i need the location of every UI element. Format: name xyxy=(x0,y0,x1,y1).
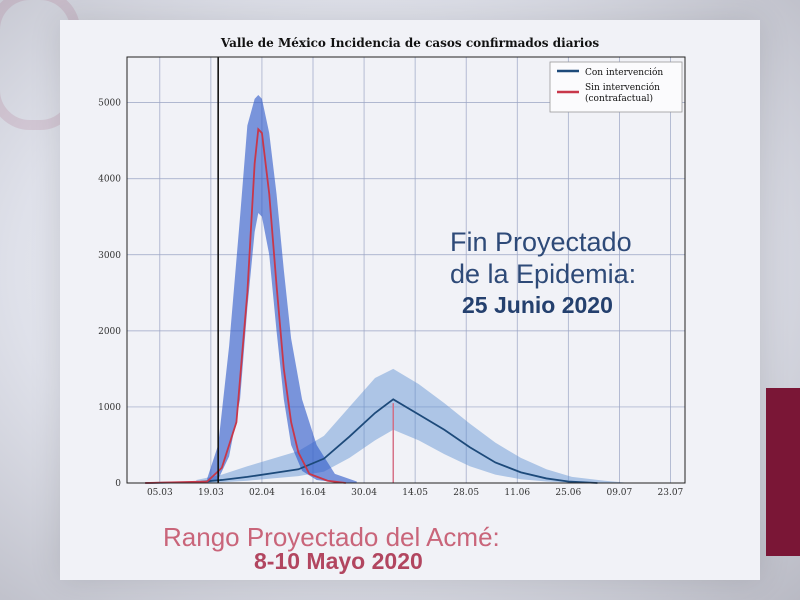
legend: Con intervención Sin intervención (contr… xyxy=(549,61,683,113)
y-tick-label: 3000 xyxy=(98,251,121,261)
x-tick-label: 11.06 xyxy=(504,488,530,498)
plot-frame xyxy=(126,56,686,484)
grid xyxy=(127,57,685,484)
y-tick-label: 4000 xyxy=(98,175,121,185)
y-tick-label: 0 xyxy=(115,479,121,489)
x-tick-label: 23.07 xyxy=(658,488,684,498)
marker-lines xyxy=(217,57,394,483)
chart-title: Valle de México Incidencia de casos conf… xyxy=(220,36,599,50)
legend-label-sin-line2: (contrafactual) xyxy=(585,93,653,104)
band-1 xyxy=(207,95,357,484)
series-lines xyxy=(145,127,598,484)
projector-screen xyxy=(60,20,760,580)
series-line-0 xyxy=(145,398,598,484)
confidence-bands xyxy=(196,95,631,484)
legend-label-sin: Sin intervención (contrafactual) xyxy=(585,82,663,104)
x-tick-label: 28.05 xyxy=(453,488,479,498)
acme-date-text: 8-10 Mayo 2020 xyxy=(254,548,423,574)
fin-date-text: 25 Junio 2020 xyxy=(462,292,613,318)
x-tick-label: 14.05 xyxy=(402,488,428,498)
legend-label-sin-line1: Sin intervención xyxy=(585,82,660,93)
x-tick-label: 25.06 xyxy=(555,488,581,498)
acme-range-text: Rango Proyectado del Acmé: xyxy=(163,522,500,552)
x-tick-label: 16.04 xyxy=(300,488,326,498)
y-tick-label: 1000 xyxy=(98,403,121,413)
band-0 xyxy=(196,368,631,483)
fin-proyectado-text: Fin Proyectado xyxy=(450,227,632,257)
de-la-epidemia-text: de la Epidemia: xyxy=(450,259,637,289)
accent-bar xyxy=(766,388,800,556)
y-tick-label: 5000 xyxy=(98,99,121,109)
x-axis-ticks: 05.03 19.03 02.04 16.04 30.04 14.05 28.05 11.06… xyxy=(147,488,684,498)
x-tick-label: 19.03 xyxy=(198,488,224,498)
y-tick-label: 2000 xyxy=(98,327,121,337)
legend-label-con: Con intervención xyxy=(585,67,663,78)
x-tick-label: 02.04 xyxy=(249,488,275,498)
y-axis-ticks: 0 1000 2000 3000 4000 5000 xyxy=(98,99,121,489)
x-tick-label: 09.07 xyxy=(606,488,632,498)
x-tick-label: 30.04 xyxy=(351,488,377,498)
series-line-1 xyxy=(145,127,346,484)
x-tick-label: 05.03 xyxy=(147,488,173,498)
